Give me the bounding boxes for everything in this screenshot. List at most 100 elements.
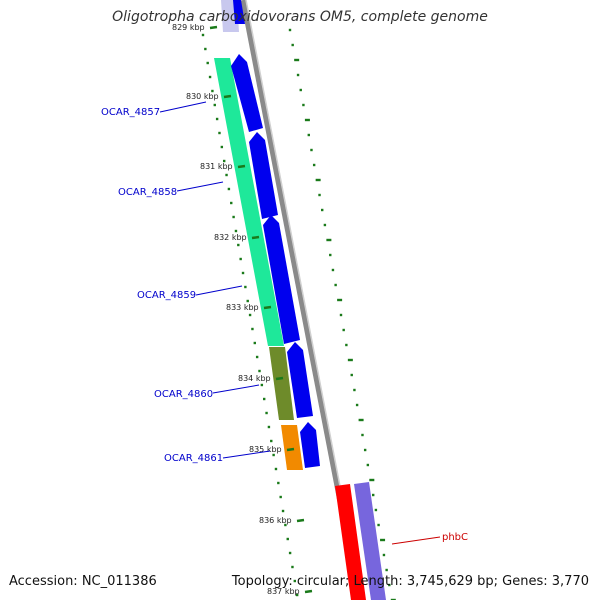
tick-mark [296,518,305,523]
tick-label: 829 kbp [172,23,205,32]
track-dot [337,298,343,302]
track-dot [339,313,343,317]
track-dot [201,33,205,37]
track-dot [241,271,245,275]
track-dot [312,163,316,167]
track-dot [232,215,235,219]
track-dot [323,223,327,227]
track-dot [218,131,221,135]
tick-label: 834 kbp [238,374,271,383]
track-dot [342,328,345,332]
accession-text: Accession: NC_011386 [9,574,157,589]
track-dot [361,433,364,437]
track-dot [246,299,249,303]
feature-olive-4860[interactable] [269,347,294,420]
track-dot [288,28,292,32]
track-dot [350,373,353,377]
track-dot [377,523,380,527]
label-leader-line [159,101,207,113]
track-dot [293,579,297,583]
track-dot [355,403,359,407]
gene-label[interactable]: OCAR_4858 [118,187,177,198]
track-dot [304,118,310,122]
tick-mark [251,235,260,240]
track-dot [239,257,242,261]
cds-arrow-ocar-4858[interactable] [249,132,278,219]
feature-orange-4861[interactable] [281,425,303,470]
track-dot [211,89,214,93]
track-dot [388,583,391,587]
track-dot [372,493,375,497]
tick-label: 831 kbp [200,162,233,171]
feature-red-phbc[interactable] [335,484,366,600]
track-dot [353,388,356,392]
partial-cds-top[interactable] [233,0,245,24]
track-dot [299,88,302,92]
track-dot [225,173,228,177]
track-dot [347,358,353,362]
gene-label[interactable]: OCAR_4857 [101,107,160,118]
track-dot [253,341,256,345]
gene-label[interactable]: OCAR_4859 [137,290,196,301]
track-dot [251,327,254,331]
track-dot [380,538,386,542]
track-dot [310,148,313,152]
track-dot [258,369,261,373]
track-dot [291,43,294,47]
kbp-ticks: 829 kbp 830 kbp 831 kbp 832 kbp 833 kbp 834 k… [172,23,313,596]
track-dot [366,463,370,467]
track-dot [234,229,238,233]
track-dot [260,383,264,387]
track-dot [286,537,289,541]
track-dot [274,467,278,471]
tick-mark [209,25,218,30]
tick-label: 836 kbp [259,516,292,525]
track-dot [281,509,285,513]
cds-arrow-ocar-4860[interactable] [287,342,313,418]
cds-arrow-ocar-4861[interactable] [300,422,320,468]
track-dot [358,418,364,422]
tick-mark [286,447,295,452]
label-leader-line [176,181,224,192]
track-dot [326,238,332,242]
tick-label: 833 kbp [226,303,259,312]
track-dot [244,285,247,289]
track-dot [363,448,367,452]
track-dot [237,243,240,247]
tick-mark [275,376,284,381]
track-dot [279,495,282,499]
gene-labels: OCAR_4857 OCAR_4858 OCAR_4859 OCAR_4860 OCAR… [101,101,468,545]
label-leader-line [212,384,260,394]
track-dot [321,208,324,212]
track-dot [284,523,287,527]
tick-mark [237,164,246,169]
track-dot [382,553,386,557]
cds-arrow-ocar-4859[interactable] [263,215,300,344]
track-dot [213,103,216,107]
label-leader-line [222,450,271,459]
track-dot [345,343,348,347]
cds-arrow-ocar-4857[interactable] [231,54,263,132]
genome-summary-text: Topology: circular; Length: 3,745,629 bp… [231,574,589,589]
track-dot [265,411,268,415]
tick-label: 835 kbp [249,445,282,454]
track-dot [208,75,212,79]
track-dot [215,117,219,121]
gene-label[interactable]: OCAR_4861 [164,453,223,464]
track-dot [288,551,292,555]
gene-label[interactable]: phbC [442,532,468,543]
track-dot [318,193,321,197]
track-dot [255,355,259,359]
track-dot [294,58,300,62]
track-dot [307,133,310,137]
feature-green-4857-4859[interactable] [214,58,284,346]
track-dot [369,478,375,482]
gene-label[interactable]: OCAR_4860 [154,389,213,400]
cds-purple-phbc[interactable] [354,482,386,600]
tick-mark [304,589,313,594]
tick-label: 832 kbp [214,233,247,242]
track-dot [331,268,335,272]
track-dot [302,103,305,107]
track-dot [230,201,233,205]
